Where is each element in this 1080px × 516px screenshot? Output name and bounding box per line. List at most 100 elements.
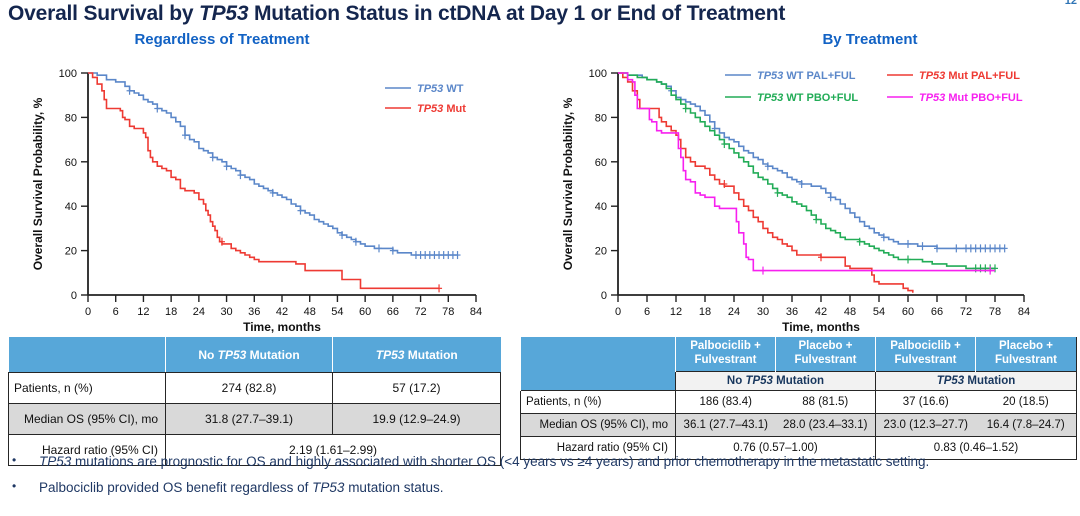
col-header-mutation: TP53 Mutation [332, 337, 501, 373]
x-tick-label: 78 [442, 306, 454, 318]
x-tick-label: 6 [113, 306, 119, 318]
y-tick-label: 20 [65, 246, 77, 258]
y-tick-label: 20 [595, 246, 607, 258]
y-tick-label: 60 [595, 157, 607, 169]
table-row: Hazard ratio (95% CI) 0.76 (0.57–1.00) 0… [520, 436, 1077, 460]
x-tick-label: 36 [248, 306, 260, 318]
bullet-text-2: Palbociclib provided OS benefit regardle… [39, 480, 444, 496]
row-label: Hazard ratio (95% CI) [520, 436, 676, 460]
x-tick-label: 60 [902, 306, 914, 318]
x-tick-label: 0 [615, 306, 621, 318]
col-header-pal-ful-2: Palbociclib + Fulvestrant [875, 337, 976, 372]
x-tick-label: 12 [670, 306, 682, 318]
x-tick-label: 54 [331, 306, 343, 318]
cell: 37 (16.6) [875, 390, 976, 414]
legend-label: TP53 WT PAL+FUL [757, 70, 856, 82]
cell: 28.0 (23.4–33.1) [775, 413, 876, 437]
y-tick-label: 60 [65, 157, 77, 169]
key-points: • TP53 mutations are prognostic for OS a… [12, 452, 1062, 504]
cell: 0.83 (0.46–1.52) [875, 436, 1077, 460]
col-header-pbo-ful-1: Placebo + Fulvestrant [775, 337, 876, 372]
col-header-no-mutation: No TP53 Mutation [165, 337, 333, 373]
x-tick-label: 0 [85, 306, 91, 318]
series-line-1 [88, 72, 439, 290]
col-header-pbo-ful-2: Placebo + Fulvestrant [975, 337, 1077, 372]
table-row: Hazard ratio (95% CI) 2.19 (1.61–2.99) [8, 434, 501, 466]
x-tick-label: 42 [815, 306, 827, 318]
row-label: Patients, n (%) [520, 390, 676, 414]
cell: 19.9 (12.9–24.9) [332, 403, 501, 435]
x-tick-label: 42 [276, 306, 288, 318]
x-tick-label: 78 [989, 306, 1001, 318]
legend-label: TP53 Mut PBO+FUL [919, 92, 1023, 104]
table-row: Patients, n (%) 186 (83.4) 88 (81.5) 37 … [520, 390, 1077, 414]
bullet-item: • Palbociclib provided OS benefit regard… [12, 478, 1062, 497]
table-header-row: No TP53 Mutation TP53 Mutation [8, 337, 501, 373]
y-tick-label: 0 [71, 290, 77, 302]
cell: 0.76 (0.57–1.00) [675, 436, 876, 460]
cell: 186 (83.4) [675, 390, 776, 414]
slide-number: 12 [1064, 0, 1077, 7]
cell: 20 (18.5) [975, 390, 1077, 414]
bullet-marker: • [12, 479, 17, 494]
summary-table-regardless: No TP53 Mutation TP53 Mutation Patients,… [8, 337, 501, 466]
row-label: Median OS (95% CI), mo [520, 413, 676, 437]
cell: 88 (81.5) [775, 390, 876, 414]
y-tick-label: 0 [601, 290, 607, 302]
x-tick-label: 66 [387, 306, 399, 318]
row-label: Patients, n (%) [8, 372, 166, 404]
km-chart-by-treatment-svg: 0 20 40 60 80 100 0 6 12 18 24 30 36 42 48 54 60 66 72 78 84… [561, 68, 1030, 334]
cell: 31.8 (27.7–39.1) [165, 403, 333, 435]
row-label: Hazard ratio (95% CI) [8, 434, 166, 466]
x-axis-title: Time, months [782, 320, 860, 334]
x-tick-label: 18 [699, 306, 711, 318]
cell: 2.19 (1.61–2.99) [165, 434, 501, 466]
table-header-row: Palbociclib + Fulvestrant Placebo + Fulv… [520, 337, 1077, 391]
group-header-row: No TP53 Mutation TP53 Mutation [521, 371, 1077, 391]
table-row: Median OS (95% CI), mo 31.8 (27.7–39.1) … [8, 403, 501, 435]
x-tick-label: 72 [960, 306, 972, 318]
x-tick-label: 36 [786, 306, 798, 318]
group-header-no-mutation: No TP53 Mutation [675, 371, 876, 391]
corner-cell [8, 337, 166, 373]
y-axis-title: Overall Survival Probability, % [561, 97, 575, 270]
cell: 274 (82.8) [165, 372, 333, 404]
col-header-pal-ful-1: Palbociclib + Fulvestrant [675, 337, 776, 372]
x-tick-label: 54 [873, 306, 885, 318]
panel-heading-by-treatment: By Treatment [822, 31, 918, 48]
y-tick-label: 40 [65, 201, 77, 213]
x-tick-label: 24 [728, 306, 740, 318]
x-tick-label: 84 [1018, 306, 1030, 318]
x-tick-label: 72 [414, 306, 426, 318]
bullet-item: • TP53 mutations are prognostic for OS a… [12, 452, 1062, 471]
x-tick-label: 30 [757, 306, 769, 318]
x-tick-label: 18 [165, 306, 177, 318]
legend-label: TP53 WT [417, 83, 464, 95]
y-tick-label: 100 [59, 68, 77, 80]
y-tick-label: 40 [595, 201, 607, 213]
x-tick-label: 48 [304, 306, 316, 318]
legend-label: TP53 WT PBO+FUL [757, 92, 858, 104]
x-tick-label: 84 [470, 306, 482, 318]
cell: 23.0 (12.3–27.7) [875, 413, 976, 437]
y-axis-title: Overall Survival Probability, % [31, 97, 45, 270]
table-row: Median OS (95% CI), mo 36.1 (27.7–43.1) … [520, 413, 1077, 437]
km-chart-regardless: 0 20 40 60 80 100 0 6 12 18 24 30 36 42 48 54 60 66 72 78 84… [28, 60, 510, 335]
cell: 36.1 (27.7–43.1) [675, 413, 776, 437]
bullet-text-1: TP53 mutations are prognostic for OS and… [39, 454, 930, 469]
km-chart-by-treatment: 0 20 40 60 80 100 0 6 12 18 24 30 36 42 48 54 60 66 72 78 84… [558, 60, 1080, 335]
x-tick-label: 30 [220, 306, 232, 318]
x-tick-label: 66 [931, 306, 943, 318]
corner-cell [520, 337, 676, 391]
x-tick-label: 12 [137, 306, 149, 318]
km-chart-regardless-svg: 0 20 40 60 80 100 0 6 12 18 24 30 36 42 48 54 60 66 72 78 84… [31, 68, 482, 334]
table-row: Patients, n (%) 274 (82.8) 57 (17.2) [8, 372, 501, 404]
x-tick-label: 60 [359, 306, 371, 318]
row-label: Median OS (95% CI), mo [8, 403, 166, 435]
series-line-0 [618, 72, 1005, 250]
cell: 16.4 (7.8–24.7) [975, 413, 1077, 437]
x-tick-label: 6 [644, 306, 650, 318]
y-tick-label: 100 [589, 68, 607, 80]
y-tick-label: 80 [65, 112, 77, 124]
